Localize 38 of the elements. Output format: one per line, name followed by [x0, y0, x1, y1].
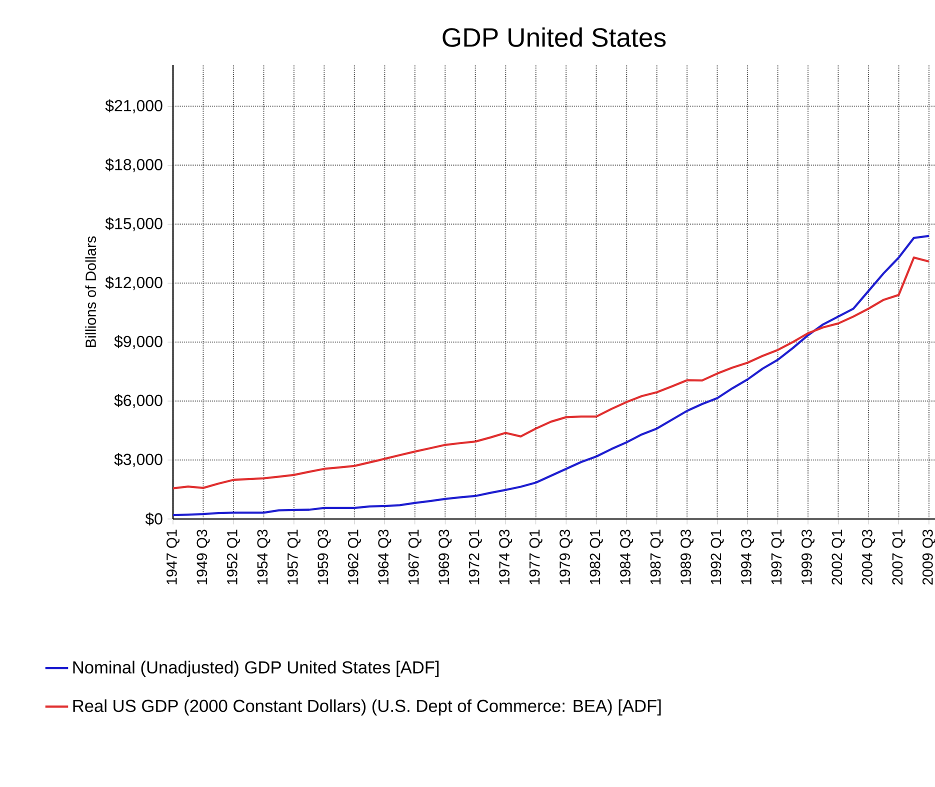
x-tick-label: 2007 Q1 — [892, 530, 906, 585]
x-tick-label: 1979 Q3 — [560, 530, 573, 584]
y-tick-label: $0 — [145, 512, 162, 526]
y-axis-title: Billions of Dollars — [85, 236, 96, 348]
y-tick-label: $21,000 — [105, 99, 162, 114]
x-tick-label: 1969 Q3 — [438, 530, 452, 584]
x-tick-label: 1992 Q1 — [710, 530, 724, 584]
y-tick-label: $3,000 — [114, 453, 162, 467]
x-tick-label: 1957 Q1 — [287, 530, 300, 584]
y-tick-label: $9,000 — [114, 335, 162, 350]
x-tick-label: 1982 Q1 — [590, 530, 603, 584]
y-tick-label: $12,000 — [105, 276, 162, 290]
x-tick-label: 1999 Q3 — [802, 530, 815, 584]
x-tick-label: 1959 Q3 — [318, 530, 331, 584]
x-tick-label: 1954 Q3 — [257, 530, 270, 584]
x-tick-label: 1972 Q1 — [468, 530, 482, 584]
x-tick-label: 1994 Q3 — [741, 530, 754, 584]
x-tick-label: 1952 Q1 — [226, 530, 240, 584]
x-tick-label: 1989 Q3 — [680, 530, 694, 584]
x-tick-label: 1964 Q3 — [378, 530, 392, 584]
x-tick-label: 1947 Q1 — [166, 530, 180, 584]
x-tick-label: 1977 Q1 — [529, 530, 542, 584]
x-tick-label: 1984 Q3 — [620, 530, 634, 584]
y-tick-label: $15,000 — [105, 217, 162, 232]
x-tick-label: 2002 Q1 — [832, 530, 845, 585]
x-tick-label: 1997 Q1 — [771, 530, 784, 584]
x-tick-label: 1949 Q3 — [196, 530, 210, 584]
legend-label: Nominal (Unadjusted) GDP United States [ADF] — [73, 660, 439, 677]
x-tick-label: 2004 Q3 — [862, 530, 875, 585]
y-tick-label: $6,000 — [114, 394, 162, 408]
x-tick-label: 1962 Q1 — [348, 530, 361, 584]
x-tick-label: 1987 Q1 — [650, 530, 664, 584]
legend-label: Real US GDP (2000 Constant Dollars) (U.S. Dept of Commerce: BEA) [ADF] — [73, 699, 661, 716]
x-tick-label: 1967 Q1 — [408, 530, 422, 584]
chart-title: GDP United States — [442, 27, 666, 47]
x-tick-label: 2009 Q3 — [922, 530, 935, 585]
y-tick-label: $18,000 — [105, 158, 162, 172]
x-tick-label: 1974 Q3 — [499, 530, 512, 584]
